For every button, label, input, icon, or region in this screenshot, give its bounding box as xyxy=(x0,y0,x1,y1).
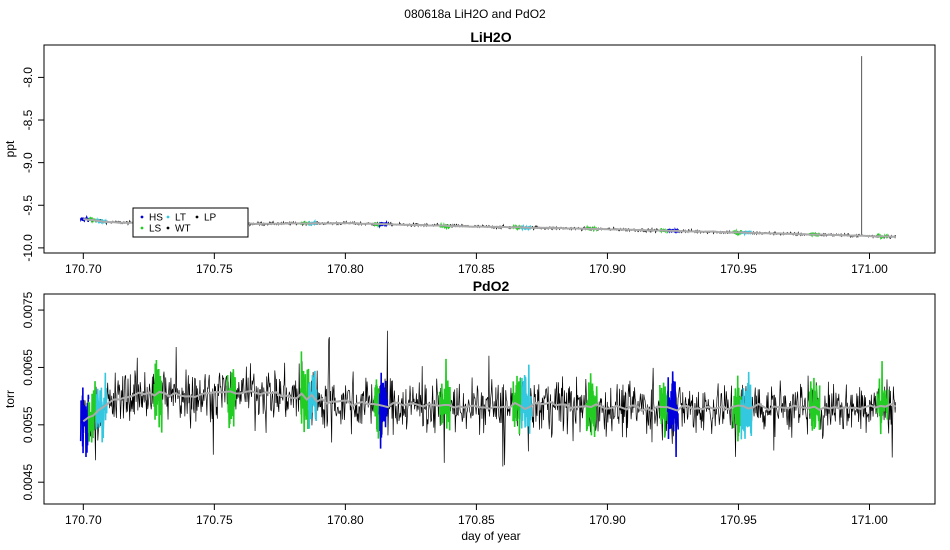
x-tick-label: 170.70 xyxy=(65,513,102,527)
legend-marker-hs xyxy=(140,215,144,219)
segment-ls xyxy=(876,361,889,435)
y-axis-label-lih2o: ppt xyxy=(3,140,17,157)
y-tick-label: -9.5 xyxy=(21,195,35,216)
y-tick-label: 0.0055 xyxy=(21,406,35,443)
x-axis-pdo2: 170.70 170.75 170.80 170.85 170.90 170.95 171.… xyxy=(65,504,888,527)
legend-marker-ls xyxy=(140,226,144,230)
x-axis-label: day of year xyxy=(461,529,520,543)
legend-label-lt: LT xyxy=(175,213,186,224)
chart-pdo2: PdO2 torr 170.70 170.75 170.80 170.85 170.90… xyxy=(3,278,936,543)
segment-lt xyxy=(307,370,318,429)
x-tick-label: 170.75 xyxy=(196,513,233,527)
x-tick-label: 170.80 xyxy=(327,262,364,276)
chart-lih2o: LiH2O ppt 170.70 170.75 170.80 170.85 170.90… xyxy=(3,29,936,276)
legend-label-hs: HS xyxy=(149,213,163,224)
y-axis-lih2o: -10.0 -9.5 -9.0 -8.5 -8.0 xyxy=(21,67,44,262)
x-tick-label: 170.85 xyxy=(458,262,495,276)
x-axis-lih2o: 170.70 170.75 170.80 170.85 170.90 170.95 171.… xyxy=(65,253,888,276)
x-tick-label: 170.70 xyxy=(65,262,102,276)
x-tick-label: 170.90 xyxy=(589,262,626,276)
segment-ls xyxy=(808,377,821,431)
y-axis-label-pdo2: torr xyxy=(3,390,17,408)
segment-lt xyxy=(95,372,108,443)
segment-ls xyxy=(585,373,598,438)
segment-ls xyxy=(373,379,381,439)
legend: HS LT LP LS WT xyxy=(132,207,249,238)
x-tick-label: 170.90 xyxy=(589,513,626,527)
plot-frame-pdo2 xyxy=(43,293,936,505)
segment-ls xyxy=(153,359,163,433)
legend-label-lp: LP xyxy=(204,213,217,224)
plot-area-lih2o xyxy=(79,56,897,241)
x-tick-label: 170.95 xyxy=(720,513,757,527)
figure-suptitle: 080618a LiH2O and PdO2 xyxy=(404,7,546,21)
y-tick-label: -10.0 xyxy=(21,234,35,262)
x-tick-label: 170.75 xyxy=(196,262,233,276)
segment-ls xyxy=(226,369,237,429)
x-tick-label: 170.95 xyxy=(720,262,757,276)
legend-box xyxy=(132,207,249,238)
y-tick-label: 0.0065 xyxy=(21,349,35,386)
segment-hs xyxy=(79,387,90,457)
segment-ls xyxy=(732,375,742,442)
legend-marker-lp xyxy=(195,215,199,219)
y-tick-label: -9.0 xyxy=(21,152,35,173)
legend-label-ls: LS xyxy=(149,224,162,235)
x-tick-label: 171.00 xyxy=(851,513,888,527)
segment-ls xyxy=(87,381,98,443)
segment-ls xyxy=(438,358,451,431)
y-tick-label: 0.0045 xyxy=(21,464,35,501)
x-tick-label: 171.00 xyxy=(851,262,888,276)
chart-title-pdo2: PdO2 xyxy=(473,278,510,294)
plot-frame-lih2o xyxy=(43,44,936,254)
y-tick-label: 0.0075 xyxy=(21,291,35,328)
segment-hs xyxy=(666,371,679,458)
x-tick-label: 170.80 xyxy=(327,513,364,527)
y-tick-label: -8.5 xyxy=(21,109,35,130)
chart-title-lih2o: LiH2O xyxy=(470,29,511,45)
segment-hs xyxy=(378,372,389,449)
plot-area-pdo2 xyxy=(79,330,897,467)
y-axis-pdo2: 0.0045 0.0055 0.0065 0.0075 xyxy=(21,291,44,501)
legend-marker-lt xyxy=(166,215,170,219)
segment-ls xyxy=(300,351,310,433)
legend-marker-wt xyxy=(166,226,170,230)
y-tick-label: -8.0 xyxy=(21,67,35,88)
legend-label-wt: WT xyxy=(175,224,191,235)
smoothed-trend xyxy=(82,389,897,423)
raw-trace xyxy=(82,330,897,467)
segment-lt xyxy=(520,364,533,434)
x-tick-label: 170.85 xyxy=(458,513,495,527)
